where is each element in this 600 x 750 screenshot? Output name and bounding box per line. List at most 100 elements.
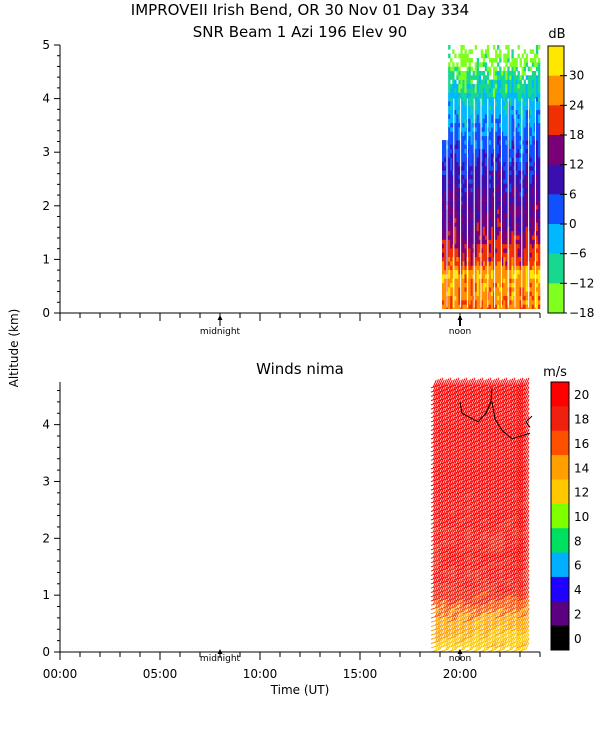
snr-cell [495, 217, 498, 223]
snr-cell [523, 226, 527, 232]
snr-cell [537, 131, 541, 137]
snr-cell [442, 140, 445, 145]
snr-cell [509, 122, 512, 128]
snr-cell [462, 217, 465, 223]
snr-cell [497, 213, 500, 219]
snr-cell [495, 295, 498, 301]
snr-cell [442, 161, 445, 167]
snr-cell [464, 187, 467, 193]
snr-cell [484, 105, 488, 111]
snr-cell [535, 230, 539, 236]
snr-cell [450, 127, 453, 132]
snr-cell [497, 278, 500, 284]
snr-cell [460, 256, 463, 262]
snr-cell [470, 239, 473, 245]
snr-cell [462, 109, 465, 115]
snr-cell [515, 75, 518, 80]
snr-cell [515, 252, 518, 258]
snr-cell [507, 70, 510, 76]
snr-cell [450, 282, 453, 288]
snr-cell [529, 200, 533, 206]
snr-cell [442, 166, 445, 171]
snr-cell [462, 222, 465, 227]
snr-cell [468, 187, 471, 193]
snr-cell [480, 122, 484, 128]
snr-cell [474, 191, 478, 197]
snr-cell [468, 157, 471, 163]
snr-cell [531, 114, 535, 119]
snr-cell [462, 274, 465, 279]
snr-cell [448, 222, 451, 227]
snr-cell [474, 114, 478, 119]
snr-cell [488, 300, 492, 305]
snr-cell [529, 291, 533, 297]
snr-cell [519, 174, 522, 180]
snr-cell [503, 256, 506, 262]
snr-cell [448, 261, 451, 266]
snr-cell [454, 287, 457, 292]
snr-cell [491, 109, 494, 115]
snr-cell [468, 274, 471, 279]
snr-cell [484, 161, 488, 167]
snr-cell [460, 92, 463, 98]
snr-cell [499, 261, 502, 266]
snr-cell [470, 222, 473, 227]
snr-cell [482, 230, 486, 236]
snr-cell [480, 300, 484, 305]
snr-cell [533, 83, 537, 89]
snr-cell [470, 127, 473, 132]
snr-cell [484, 265, 488, 271]
snr-cell [491, 148, 494, 154]
snr-cell [474, 170, 478, 175]
snr-cell [523, 287, 527, 292]
snr-cell [517, 157, 520, 163]
snr-cell [535, 204, 539, 210]
snr-cell [491, 144, 494, 150]
snr-cell [533, 92, 537, 98]
snr-cell [491, 96, 494, 102]
snr-cell [450, 140, 453, 145]
snr-cell [525, 252, 529, 258]
snr-cell [529, 57, 533, 63]
snr-cell [521, 144, 524, 150]
snr-cell [533, 70, 537, 76]
snr-cell [495, 79, 498, 85]
snr-cell [535, 75, 539, 80]
snr-cell [531, 140, 535, 145]
snr-cell [517, 213, 520, 219]
snr-cell [484, 204, 488, 210]
snr-cell [456, 191, 459, 197]
snr-cell [497, 187, 500, 193]
snr-cell [486, 66, 490, 72]
snr-cell [537, 274, 541, 279]
snr-cell [448, 161, 451, 167]
snr-cell [468, 122, 471, 128]
snr-cell [478, 140, 482, 145]
snr-cell [505, 75, 508, 80]
snr-cell [478, 135, 482, 141]
snr-cell [525, 157, 529, 163]
snr-cell [519, 261, 522, 266]
snr-cell [521, 187, 524, 193]
snr-cell [535, 153, 539, 158]
snr-cell [525, 191, 529, 197]
snr-cell [513, 75, 516, 80]
snr-cell [482, 148, 486, 154]
snr-cell [529, 191, 533, 197]
snr-cell [474, 239, 478, 245]
snr-cell [529, 75, 533, 80]
snr-cell [535, 109, 539, 115]
snr-cell [497, 92, 500, 98]
snr-cell [523, 109, 527, 115]
snr-cell [509, 161, 512, 167]
snr-cell [515, 170, 518, 175]
snr-colorbar-label: −6 [569, 247, 587, 261]
snr-cell [474, 179, 478, 184]
snr-cell [478, 144, 482, 150]
snr-cell [519, 157, 522, 163]
snr-cell [450, 131, 453, 137]
snr-cell [521, 92, 524, 98]
snr-cell [519, 161, 522, 167]
snr-cell [448, 131, 451, 137]
snr-cell [503, 191, 506, 197]
